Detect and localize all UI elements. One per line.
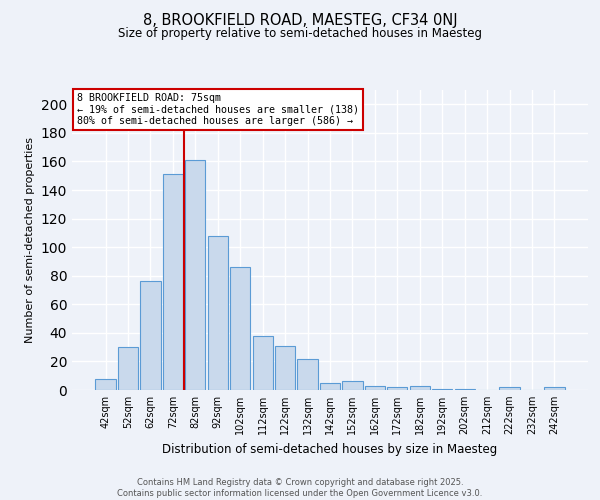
Bar [140, 282, 161, 390]
Bar [387, 387, 407, 390]
Bar [298, 358, 317, 390]
Bar [544, 387, 565, 390]
Y-axis label: Number of semi-detached properties: Number of semi-detached properties [25, 137, 35, 343]
Bar [410, 386, 430, 390]
Text: Contains HM Land Registry data © Crown copyright and database right 2025.
Contai: Contains HM Land Registry data © Crown c… [118, 478, 482, 498]
Bar [95, 378, 116, 390]
Text: 8 BROOKFIELD ROAD: 75sqm
← 19% of semi-detached houses are smaller (138)
80% of : 8 BROOKFIELD ROAD: 75sqm ← 19% of semi-d… [77, 93, 359, 126]
Text: Size of property relative to semi-detached houses in Maesteg: Size of property relative to semi-detach… [118, 28, 482, 40]
Bar [208, 236, 228, 390]
X-axis label: Distribution of semi-detached houses by size in Maesteg: Distribution of semi-detached houses by … [163, 442, 497, 456]
Text: 8, BROOKFIELD ROAD, MAESTEG, CF34 0NJ: 8, BROOKFIELD ROAD, MAESTEG, CF34 0NJ [143, 12, 457, 28]
Bar [163, 174, 183, 390]
Bar [343, 382, 362, 390]
Bar [455, 388, 475, 390]
Bar [185, 160, 205, 390]
Bar [499, 387, 520, 390]
Bar [365, 386, 385, 390]
Bar [118, 347, 138, 390]
Bar [320, 383, 340, 390]
Bar [432, 388, 452, 390]
Bar [275, 346, 295, 390]
Bar [230, 267, 250, 390]
Bar [253, 336, 273, 390]
